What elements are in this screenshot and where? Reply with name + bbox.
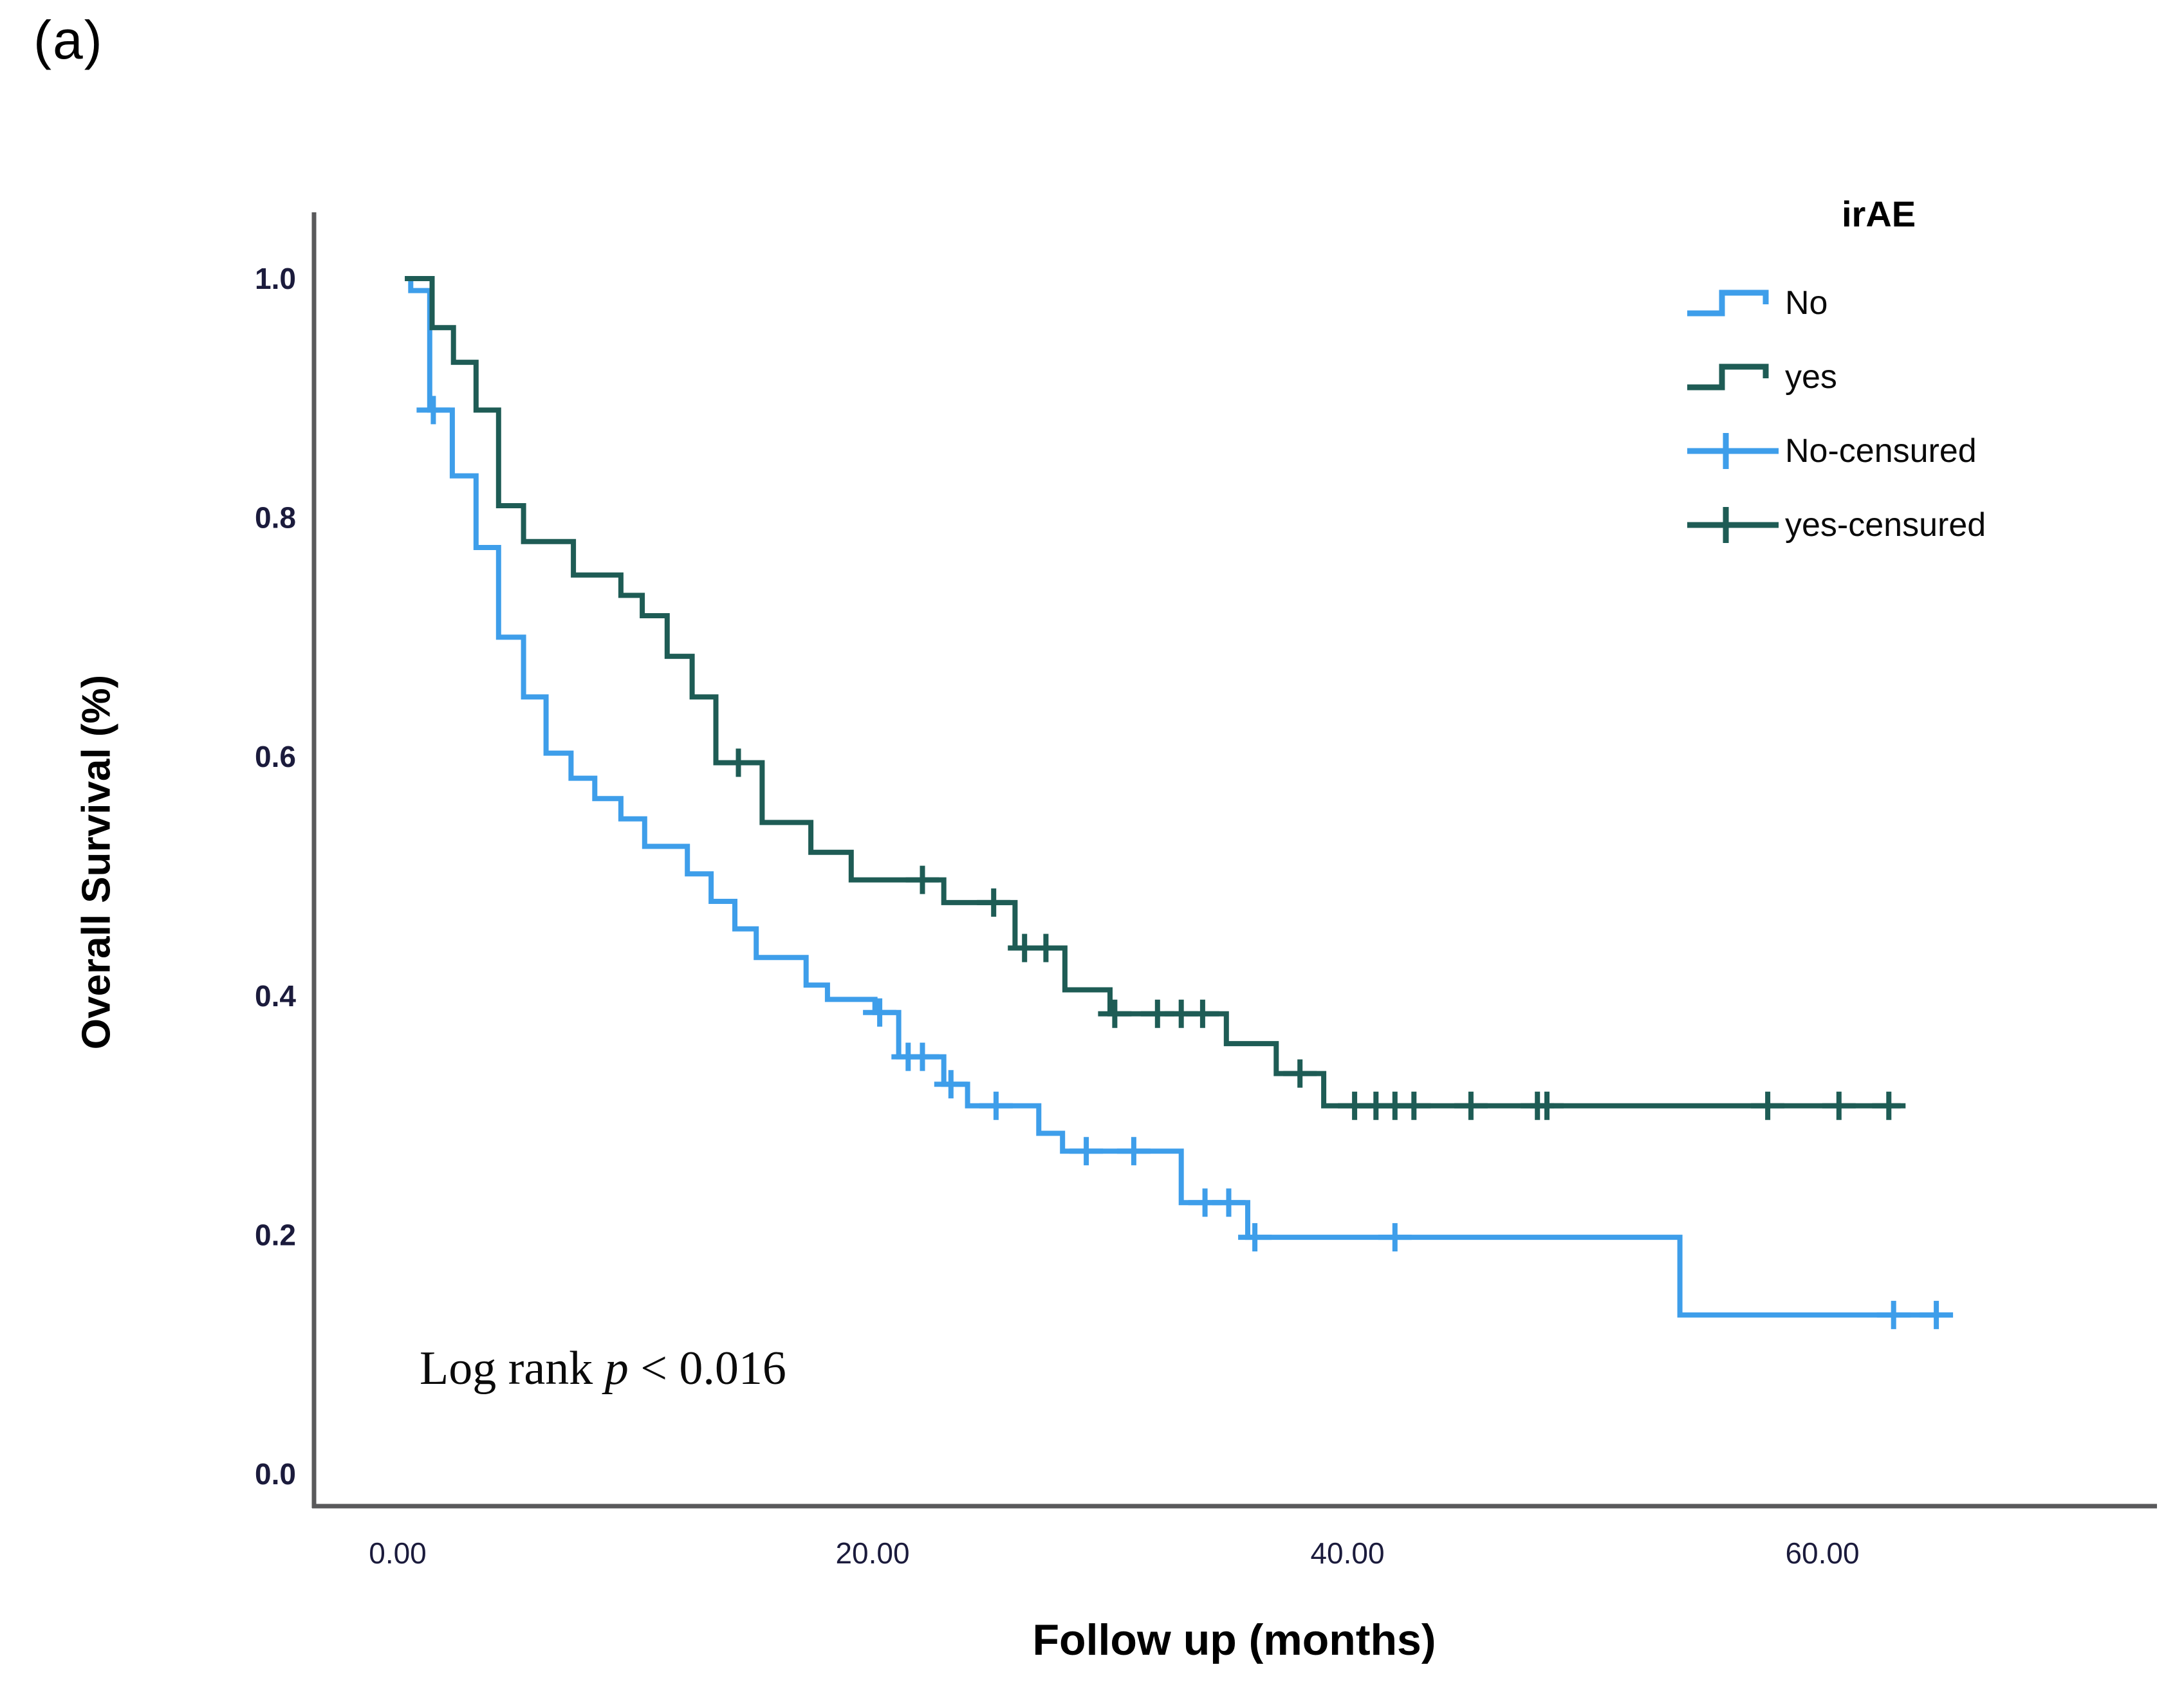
censor-mark-no xyxy=(416,396,450,425)
annotation-p-symbol: p xyxy=(604,1342,629,1395)
x-tick-label: 60.00 xyxy=(1785,1536,1859,1570)
x-tick-label: 40.00 xyxy=(1310,1536,1384,1570)
censor-mark-no xyxy=(1212,1188,1246,1217)
censor-mark-no xyxy=(1876,1300,1911,1329)
legend-item-yes-censured: yes-censured xyxy=(1673,488,2175,562)
censor-mark-yes xyxy=(1822,1091,1856,1120)
censor-mark-no xyxy=(1069,1137,1104,1166)
legend-item-label: No-censured xyxy=(1785,432,1977,470)
censor-mark-no xyxy=(905,1042,939,1071)
step-line-icon xyxy=(1687,364,1769,390)
censor-mark-no xyxy=(1238,1223,1272,1252)
censor-mark-yes xyxy=(721,748,755,777)
censor-mark-yes xyxy=(1029,934,1063,962)
censor-mark-yes xyxy=(1530,1091,1564,1120)
survival-curve-yes xyxy=(405,276,1901,1109)
censor-mark-yes xyxy=(1283,1059,1317,1088)
x-tick-label: 20.00 xyxy=(835,1536,909,1570)
censor-mark-yes xyxy=(1185,999,1219,1028)
log-rank-annotation: Log rank p < 0.016 xyxy=(420,1341,786,1396)
censor-mark-no xyxy=(979,1091,1013,1120)
y-axis-title: Overall Survival (%) xyxy=(74,674,119,1050)
legend-item-no: No xyxy=(1673,266,2175,340)
legend-item-label: No xyxy=(1785,284,1828,322)
censor-mark-no xyxy=(1378,1223,1412,1252)
censor-plus-icon xyxy=(1687,432,1779,469)
censor-mark-yes xyxy=(1454,1091,1488,1120)
censor-mark-yes xyxy=(977,888,1011,917)
censor-mark-yes xyxy=(1872,1091,1906,1120)
censor-mark-no xyxy=(1116,1137,1151,1166)
censor-mark-no xyxy=(1920,1300,1954,1329)
x-axis-title: Follow up (months) xyxy=(1032,1616,1436,1664)
panel-label: (a) xyxy=(33,10,104,70)
censor-mark-yes xyxy=(905,865,939,894)
annotation-prefix: Log rank xyxy=(420,1342,605,1395)
censor-mark-yes xyxy=(1098,999,1132,1028)
y-tick-label: 0.4 xyxy=(255,979,296,1013)
step-line-icon xyxy=(1687,290,1769,316)
y-tick-label: 0.8 xyxy=(255,501,296,535)
y-tick-label: 1.0 xyxy=(255,262,296,295)
censor-mark-yes xyxy=(1397,1091,1431,1120)
legend-item-label: yes-censured xyxy=(1785,506,1986,544)
legend-item-no-censured: No-censured xyxy=(1673,414,2175,488)
censor-mark-no xyxy=(934,1070,968,1099)
annotation-value: < 0.016 xyxy=(628,1342,786,1395)
y-tick-label: 0.2 xyxy=(255,1218,296,1251)
y-tick-label: 0.0 xyxy=(255,1457,296,1491)
legend-title: irAE xyxy=(1842,194,1916,234)
survival-curve-no xyxy=(405,276,1953,1318)
censor-mark-yes xyxy=(1751,1091,1785,1120)
legend-item-label: yes xyxy=(1785,358,1837,396)
y-tick-label: 0.6 xyxy=(255,740,296,773)
legend-rows: No yes No-censured yes-censured xyxy=(1673,266,2175,562)
x-tick-label: 0.00 xyxy=(369,1536,427,1570)
censor-plus-icon xyxy=(1687,506,1779,543)
censor-mark-no xyxy=(863,998,897,1027)
legend-item-yes: yes xyxy=(1673,340,2175,414)
legend: irAE No yes No-censured yes-censured xyxy=(1673,193,2175,562)
